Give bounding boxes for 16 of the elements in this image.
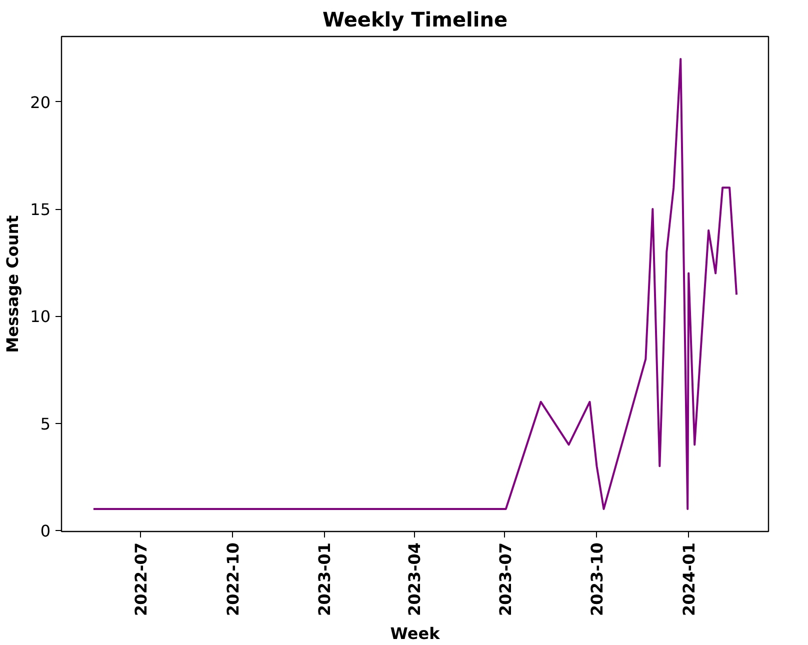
y-tick-label: 5 <box>40 414 51 434</box>
line-series <box>92 58 738 510</box>
x-tick-label: 2023-07 <box>496 542 515 616</box>
y-axis-title: Message Count <box>3 214 22 353</box>
x-tick-label: 2023-01 <box>315 542 334 616</box>
chart-title: Weekly Timeline <box>322 8 508 32</box>
x-tick-label: 2022-10 <box>223 542 242 616</box>
x-tick-label: 2022-07 <box>131 542 150 616</box>
y-tick-label: 0 <box>40 521 51 540</box>
x-tick-label: 2023-10 <box>588 542 607 616</box>
y-tick-label: 15 <box>30 200 50 219</box>
x-axis-title: Week <box>390 624 440 643</box>
x-tick-label: 2023-04 <box>405 542 424 616</box>
y-tick-label: 20 <box>30 92 50 112</box>
x-tick-label: 2024-01 <box>680 542 699 616</box>
y-tick-label: 10 <box>30 307 50 326</box>
